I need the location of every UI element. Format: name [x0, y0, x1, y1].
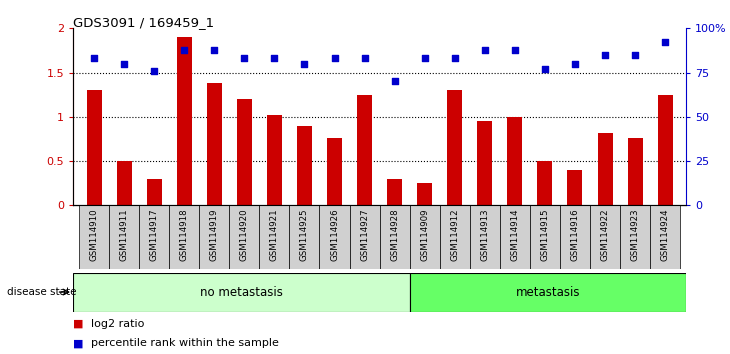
Bar [237, 99, 252, 205]
Point [88, 56, 100, 61]
Bar [117, 161, 131, 205]
Bar [410, 205, 439, 269]
Point [539, 66, 550, 72]
Point [419, 56, 431, 61]
Text: GSM114928: GSM114928 [390, 209, 399, 261]
Bar [259, 205, 289, 269]
Text: GDS3091 / 169459_1: GDS3091 / 169459_1 [73, 16, 214, 29]
Text: GSM114925: GSM114925 [300, 209, 309, 261]
Bar [439, 205, 470, 269]
Text: percentile rank within the sample: percentile rank within the sample [91, 338, 279, 348]
Bar [658, 95, 672, 205]
Text: GSM114919: GSM114919 [210, 209, 219, 261]
Bar [87, 90, 101, 205]
Point [479, 47, 491, 52]
Bar [530, 205, 560, 269]
Point [358, 56, 370, 61]
Bar [207, 83, 222, 205]
Bar [447, 90, 462, 205]
Bar [147, 179, 161, 205]
Point [599, 52, 611, 58]
Text: GSM114909: GSM114909 [420, 209, 429, 261]
Bar [590, 205, 620, 269]
Point [328, 56, 340, 61]
Bar [177, 37, 192, 205]
Point [239, 56, 250, 61]
Text: metastasis: metastasis [516, 286, 580, 298]
Bar [500, 205, 530, 269]
Text: disease state: disease state [7, 287, 77, 297]
Bar [380, 205, 410, 269]
Text: GSM114927: GSM114927 [360, 209, 369, 261]
Point [659, 40, 671, 45]
Bar [320, 205, 350, 269]
Point [118, 61, 130, 67]
Bar [289, 205, 320, 269]
Text: GSM114912: GSM114912 [450, 209, 459, 261]
Text: GSM114921: GSM114921 [270, 209, 279, 261]
Text: GSM114910: GSM114910 [90, 209, 99, 261]
Text: ■: ■ [73, 319, 83, 329]
Text: GSM114920: GSM114920 [240, 209, 249, 261]
Point [569, 61, 581, 67]
Point [148, 68, 160, 74]
Bar [357, 95, 372, 205]
Text: GSM114916: GSM114916 [570, 209, 580, 261]
Bar [199, 205, 229, 269]
Bar [470, 205, 500, 269]
Point [449, 56, 461, 61]
Point [629, 52, 641, 58]
Bar [567, 170, 583, 205]
Point [509, 47, 520, 52]
Point [299, 61, 310, 67]
Text: GSM114911: GSM114911 [120, 209, 128, 261]
Text: log2 ratio: log2 ratio [91, 319, 145, 329]
Text: GSM114924: GSM114924 [661, 209, 669, 261]
Text: GSM114918: GSM114918 [180, 209, 189, 261]
Bar [650, 205, 680, 269]
Text: GSM114923: GSM114923 [631, 209, 639, 261]
Bar [410, 273, 686, 312]
Text: GSM114917: GSM114917 [150, 209, 158, 261]
Text: GSM114914: GSM114914 [510, 209, 519, 261]
Point [269, 56, 280, 61]
Bar [620, 205, 650, 269]
Bar [73, 273, 410, 312]
Bar [139, 205, 169, 269]
Bar [417, 183, 432, 205]
Bar [537, 161, 553, 205]
Text: GSM114926: GSM114926 [330, 209, 339, 261]
Bar [387, 179, 402, 205]
Text: GSM114922: GSM114922 [601, 209, 610, 261]
Bar [267, 115, 282, 205]
Point [389, 79, 401, 84]
Bar [109, 205, 139, 269]
Point [209, 47, 220, 52]
Text: GSM114913: GSM114913 [480, 209, 489, 261]
Text: ■: ■ [73, 338, 83, 348]
Bar [628, 138, 642, 205]
Bar [507, 117, 523, 205]
Bar [598, 133, 612, 205]
Bar [169, 205, 199, 269]
Text: GSM114915: GSM114915 [540, 209, 550, 261]
Bar [229, 205, 259, 269]
Bar [79, 205, 109, 269]
Bar [350, 205, 380, 269]
Text: no metastasis: no metastasis [200, 286, 283, 298]
Bar [297, 126, 312, 205]
Bar [327, 138, 342, 205]
Point [178, 47, 190, 52]
Bar [560, 205, 590, 269]
Bar [477, 121, 492, 205]
